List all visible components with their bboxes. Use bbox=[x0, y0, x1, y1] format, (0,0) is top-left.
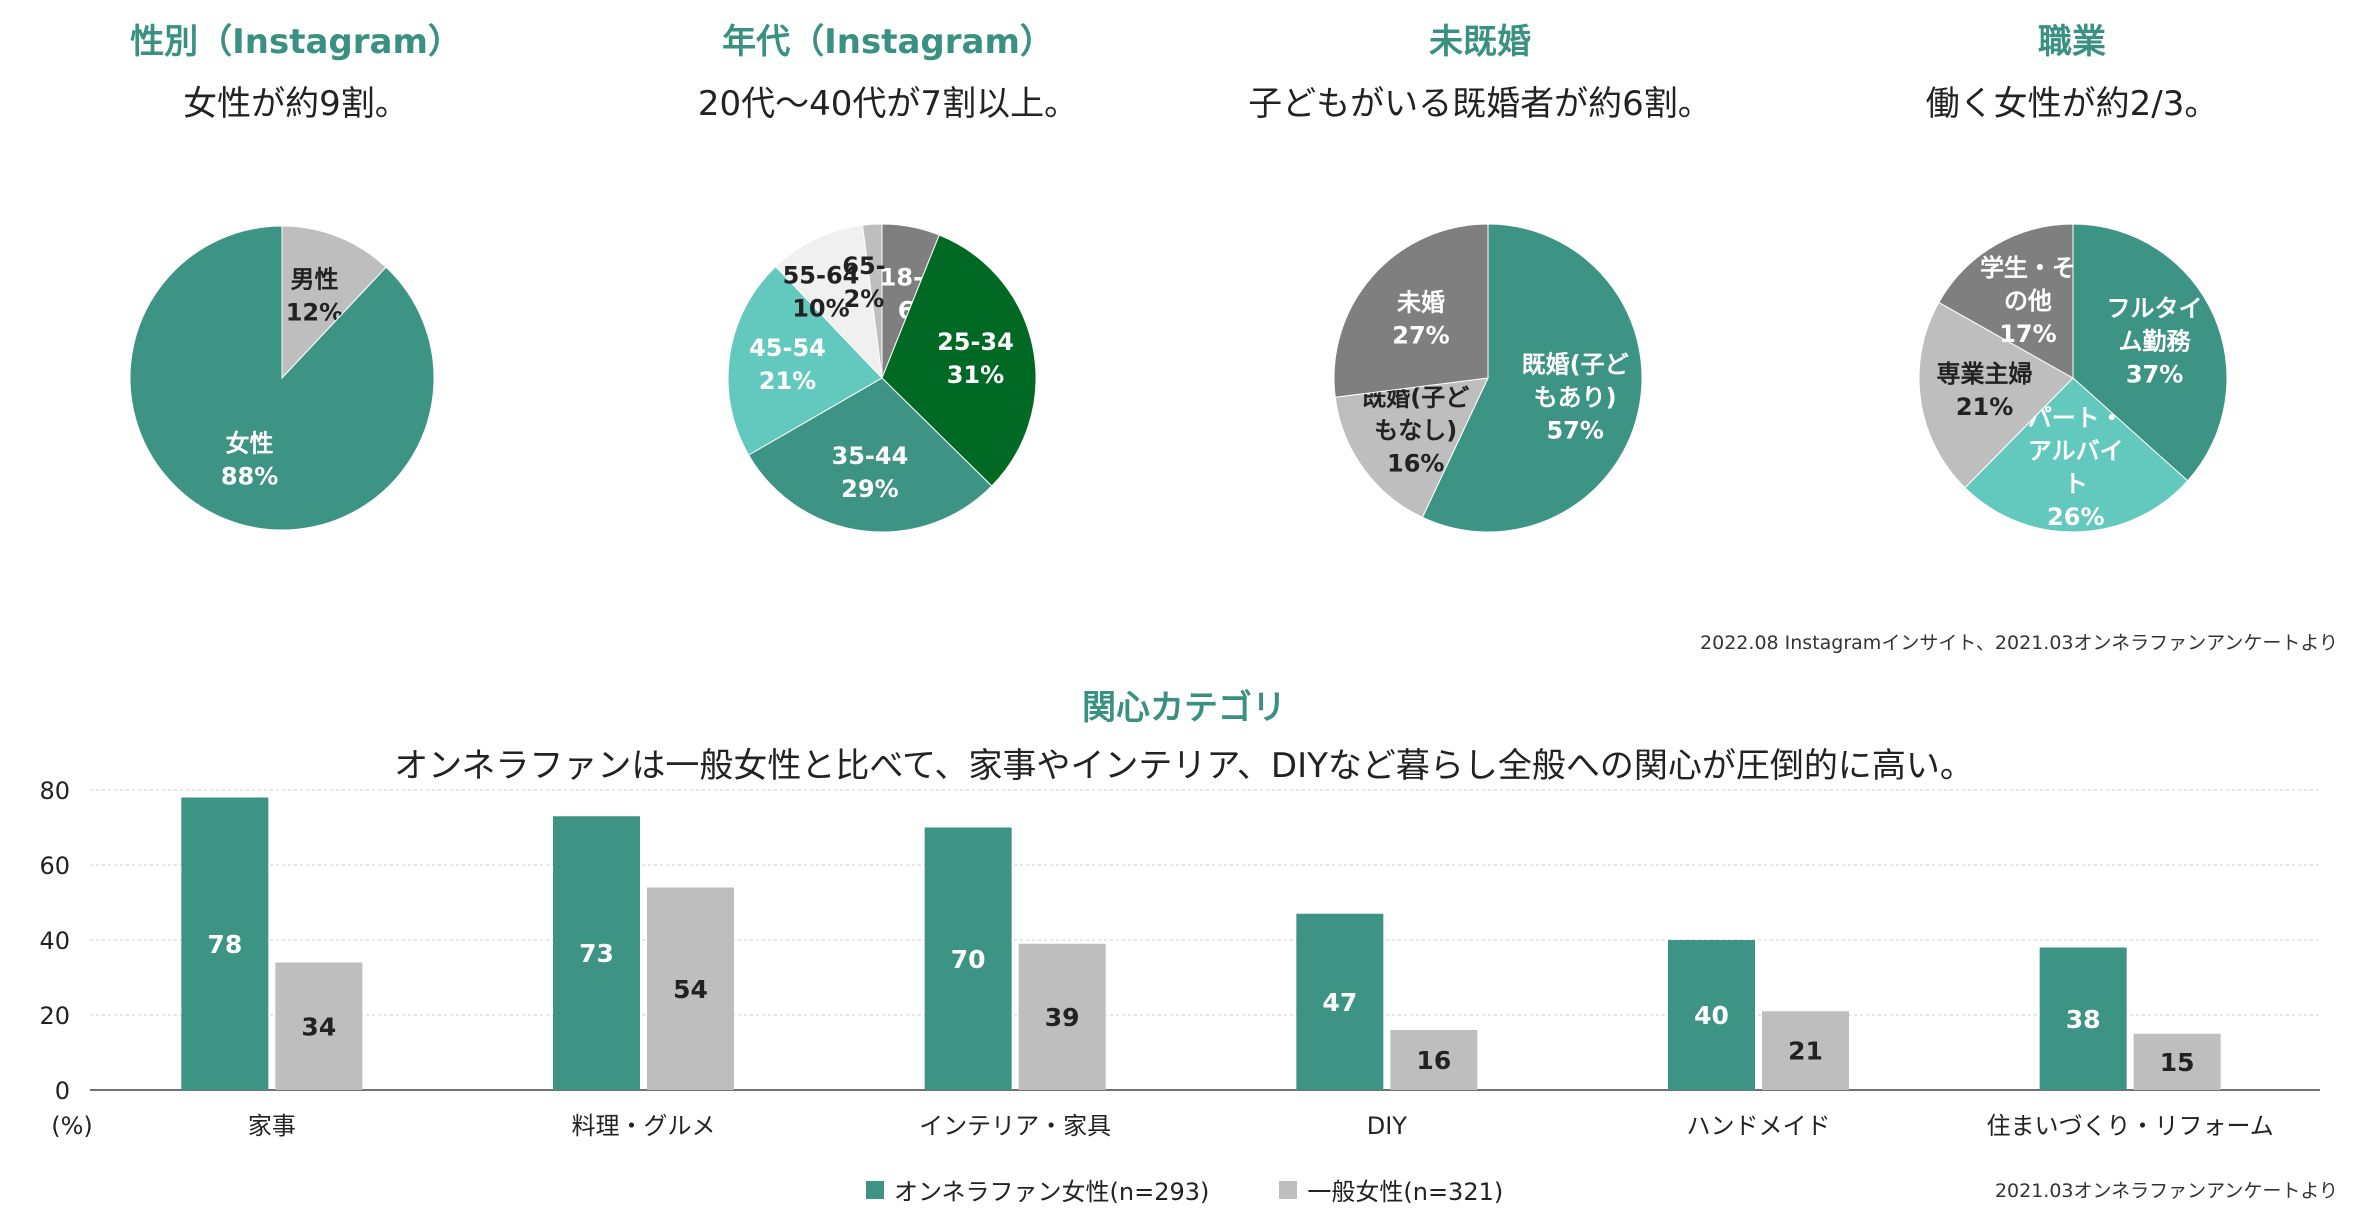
pie-slice-label: フルタイム勤務 37% bbox=[2107, 295, 2203, 389]
pie-slice bbox=[1938, 223, 2074, 379]
pie-slice-label: 25-34 31% bbox=[937, 328, 1014, 389]
bar bbox=[2039, 947, 2127, 1090]
pie-svg: 男性 12% 女性 88% bbox=[129, 225, 435, 531]
bar-value-label: 38 bbox=[2066, 1005, 2101, 1034]
pie-slice bbox=[1334, 377, 1489, 519]
y-tick-label: 0 bbox=[55, 1077, 70, 1105]
pie-chart-gender: 性別（Instagram） 女性が約9割。 男性 12% 女性 88% bbox=[0, 0, 592, 640]
pie-title: 年代（Instagram） bbox=[722, 22, 1054, 62]
bar-value-label: 15 bbox=[2160, 1048, 2195, 1077]
bar-value-label: 54 bbox=[673, 975, 708, 1004]
legend-swatch-general bbox=[1279, 1180, 1298, 1199]
bar-chart-subtitle: オンネラファンは一般女性と比べて、家事やインテリア、DIYなど暮らし全般への関心… bbox=[394, 746, 1974, 786]
bar-chart-title: 関心カテゴリ bbox=[1082, 688, 1286, 728]
pie-slice-label: 45-54 21% bbox=[749, 334, 826, 395]
legend-label-general: 一般女性(n=321) bbox=[1307, 1178, 1504, 1206]
pie-slice bbox=[1421, 223, 1643, 533]
legend-label-fan: オンネラファン女性(n=293) bbox=[894, 1178, 1210, 1206]
bar-value-label: 21 bbox=[1788, 1037, 1823, 1066]
legend-item-fan: オンネラファン女性(n=293) bbox=[866, 1172, 1209, 1207]
pie-title: 未既婚 bbox=[1429, 22, 1531, 62]
pie-slice bbox=[881, 234, 1037, 487]
pie-svg: 既婚(子どもあり) 57%既婚(子どもなし) 16%未婚 27% bbox=[1333, 223, 1643, 533]
pie-slice bbox=[1964, 377, 2189, 533]
pie-slice bbox=[129, 225, 435, 531]
pie-slice-label: 65-2% bbox=[842, 252, 885, 313]
bar-value-label: 16 bbox=[1416, 1046, 1451, 1075]
bar-value-label: 39 bbox=[1045, 1003, 1080, 1032]
pie-slice bbox=[281, 225, 387, 380]
pie-slice-label: 未婚 27% bbox=[1392, 288, 1449, 349]
bar bbox=[181, 797, 269, 1090]
bar-value-label: 47 bbox=[1322, 988, 1357, 1017]
bar bbox=[1390, 1030, 1478, 1090]
bar-value-label: 34 bbox=[301, 1012, 336, 1041]
legend-swatch-fan bbox=[866, 1180, 884, 1199]
pie-slice-label: 55-64 10% bbox=[783, 261, 860, 322]
bar bbox=[924, 827, 1012, 1090]
pie-subtitle: 20代〜40代が7割以上。 bbox=[697, 84, 1079, 124]
pie-chart-marital: 未既婚 子どもがいる既婚者が約6割。 既婚(子どもあり) 57% 既婚(子どもなし)… bbox=[1184, 0, 1776, 640]
bar bbox=[1762, 1011, 1849, 1090]
x-tick-label: DIY bbox=[1367, 1112, 1408, 1140]
pie-slice bbox=[727, 265, 883, 456]
pie-source-note: 2022.08 Instagramインサイト、2021.03オンネラファンアンケ… bbox=[1700, 632, 2338, 654]
pie-slice bbox=[1333, 223, 1489, 398]
pie-slice-label: 女性 88% bbox=[221, 429, 278, 490]
pie-slice-label: 35-44 29% bbox=[832, 442, 909, 503]
y-tick-label: 40 bbox=[39, 927, 70, 955]
pie-slice bbox=[747, 377, 993, 533]
pie-title: 性別（Instagram） bbox=[130, 22, 462, 62]
bar-legend: オンネラファン女性(n=293) 一般女性(n=321) bbox=[866, 1172, 1573, 1207]
bar bbox=[647, 887, 734, 1090]
pie-slice-label: 既婚(子どもあり) 57% bbox=[1522, 350, 1629, 444]
bar bbox=[553, 816, 640, 1090]
pie-slice-label: 専業主婦 21% bbox=[1937, 360, 2033, 421]
bar-value-label: 40 bbox=[1694, 1001, 1729, 1030]
x-tick-label: 料理・グルメ bbox=[572, 1112, 716, 1140]
x-tick-label: インテリア・家具 bbox=[919, 1112, 1111, 1140]
pie-chart-age: 年代（Instagram） 20代〜40代が7割以上。 18-246%25-34… bbox=[592, 0, 1184, 640]
bar-source-note: 2021.03オンネラファンアンケートより bbox=[1994, 1180, 2338, 1202]
y-tick-label: 60 bbox=[39, 852, 70, 880]
pie-slice-label: 男性 12% bbox=[286, 266, 343, 327]
bar bbox=[2133, 1033, 2221, 1090]
bar-value-label: 78 bbox=[207, 930, 242, 959]
pie-subtitle: 働く女性が約2/3。 bbox=[1925, 84, 2219, 124]
pie-title: 職業 bbox=[2038, 22, 2106, 62]
y-tick-label: 80 bbox=[39, 777, 70, 805]
pie-slice-label: 学生・その他 17% bbox=[1980, 254, 2076, 348]
bar bbox=[1018, 943, 1106, 1090]
pie-svg: 18-246%25-3431%35-4429%45-5421%55-6410%6… bbox=[727, 223, 1037, 533]
pie-chart-occupation: 職業 働く女性が約2/3。 フルタイム勤務 37% パート・アルバイト 26% 専業主婦… bbox=[1776, 0, 2368, 640]
x-tick-label: ハンドメイド bbox=[1687, 1112, 1831, 1140]
bar bbox=[275, 962, 363, 1090]
bar-value-label: 70 bbox=[951, 945, 986, 974]
y-axis-label: (%) bbox=[51, 1112, 93, 1140]
pie-slice-label: パート・アルバイト 26% bbox=[2028, 404, 2124, 531]
pie-slice bbox=[2072, 223, 2228, 482]
bar bbox=[1296, 913, 1384, 1090]
bar-value-label: 73 bbox=[579, 939, 614, 968]
pie-slice bbox=[861, 223, 883, 379]
bar-chart-svg: 0 20 40 60 80 (%) 78 34 家事 73 54 料理・グルメ 70 39 インテリア・家具… bbox=[39, 777, 2320, 1140]
pie-slice bbox=[775, 224, 883, 380]
pie-svg: フルタイム勤務 37% パート・アルバイト 26%専業主婦 21% 学生・その他 17% bbox=[1918, 223, 2228, 533]
pie-subtitle: 子どもがいる既婚者が約6割。 bbox=[1248, 84, 1712, 124]
bar bbox=[1668, 940, 1755, 1090]
pie-subtitle: 女性が約9割。 bbox=[183, 84, 409, 124]
legend-item-general: 一般女性(n=321) bbox=[1279, 1172, 1503, 1207]
pie-slice bbox=[1918, 301, 2074, 489]
x-tick-label: 家事 bbox=[248, 1112, 296, 1140]
x-tick-label: 住まいづくり・リフォーム bbox=[1987, 1112, 2274, 1140]
y-tick-label: 20 bbox=[39, 1002, 70, 1030]
